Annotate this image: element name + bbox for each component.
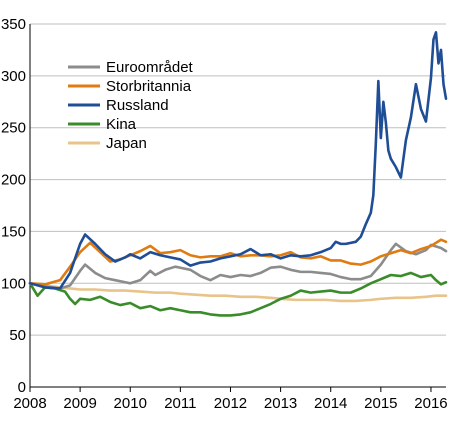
x-tick-label: 2013 <box>264 395 297 412</box>
legend-label: Japan <box>106 135 147 152</box>
x-tick-label: 2010 <box>114 395 147 412</box>
y-tick-label: 50 <box>9 327 26 344</box>
series-line-japan <box>28 281 448 303</box>
series-line-russland <box>28 30 448 290</box>
x-tick-label: 2016 <box>414 395 447 412</box>
x-tick-label: 2014 <box>314 395 347 412</box>
legend-item: Kina <box>68 116 137 133</box>
series-line-euroområdet <box>28 242 448 290</box>
legend-item: Japan <box>68 135 147 152</box>
y-tick-label: 0 <box>18 379 26 396</box>
x-tick-label: 2012 <box>214 395 247 412</box>
y-tick-label: 150 <box>1 223 26 240</box>
legend: Euroområdet Storbritannia Russland Kina Japa… <box>68 59 194 152</box>
y-tick-label: 350 <box>1 16 26 33</box>
y-tick-label: 300 <box>1 68 26 85</box>
legend-label: Euroområdet <box>106 59 194 76</box>
series-line-storbritannia <box>28 238 448 286</box>
axes: 0 50 100 150 200 250 300 350 2008 2009 2010 2011 201… <box>1 16 448 412</box>
x-tick-label: 2008 <box>13 395 46 412</box>
x-tick-label: 2011 <box>164 395 196 412</box>
y-tick-label: 250 <box>1 120 26 137</box>
legend-label: Storbritannia <box>106 78 192 95</box>
x-tick-label: 2015 <box>364 395 397 412</box>
legend-item: Russland <box>68 97 169 114</box>
series-lines <box>28 30 448 317</box>
legend-item: Storbritannia <box>68 78 192 95</box>
y-tick-label: 100 <box>1 275 26 292</box>
legend-item: Euroområdet <box>68 59 194 76</box>
series-line-kina <box>28 271 448 317</box>
y-tick-label: 200 <box>1 172 26 189</box>
gridlines <box>30 23 446 336</box>
legend-label: Russland <box>106 97 169 114</box>
x-tick-label: 2009 <box>63 395 96 412</box>
legend-label: Kina <box>106 116 137 133</box>
